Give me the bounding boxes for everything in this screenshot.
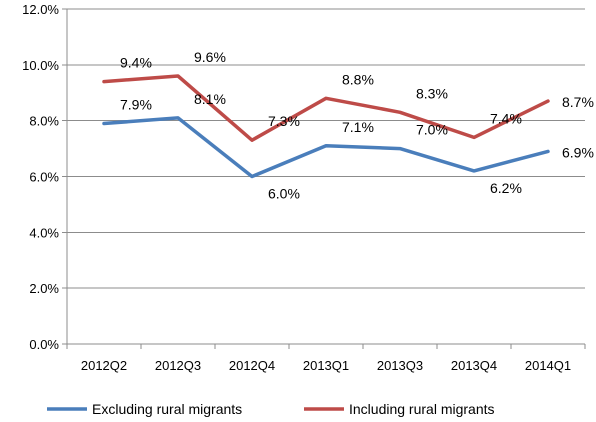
x-tick-label: 2012Q2 [81,358,127,373]
legend-label: Excluding rural migrants [92,401,242,417]
data-label: 9.4% [120,55,152,71]
data-labels: 7.9% 8.1% 6.0% 7.1% 7.0% 6.2% 6.9% 9.4% 9.6% 7.3%… [120,49,594,202]
data-label: 6.2% [490,180,522,196]
x-axis-ticks: 2012Q2 2012Q3 2012Q4 2013Q1 2013Q3 2013Q4 2014… [66,344,586,373]
data-label: 7.9% [120,96,152,112]
data-label: 7.3% [268,113,300,129]
legend: Excluding rural migrants Including rural … [47,401,495,417]
y-tick-label: 4.0% [29,225,59,240]
data-label: 7.0% [416,122,448,138]
data-label: 7.4% [490,110,522,126]
y-tick-label: 8.0% [29,114,59,129]
data-label: 9.6% [194,49,226,65]
y-tick-label: 6.0% [29,170,59,185]
data-label: 8.7% [562,94,594,110]
data-label: 8.3% [416,85,448,101]
y-tick-label: 0.0% [29,337,59,352]
y-tick-label: 12.0% [22,2,59,17]
series-line-including-rural-migrants [102,74,550,142]
data-label: 8.8% [342,71,374,87]
series-line-excluding-rural-migrants [102,116,550,179]
x-tick-label: 2013Q1 [303,358,349,373]
data-label: 8.1% [194,91,226,107]
data-label: 7.1% [342,119,374,135]
data-label: 6.9% [562,144,594,160]
data-label: 6.0% [268,186,300,202]
y-tick-label: 2.0% [29,281,59,296]
x-tick-label: 2012Q3 [155,358,201,373]
x-tick-label: 2014Q1 [525,358,571,373]
x-tick-label: 2013Q3 [377,358,423,373]
x-tick-label: 2012Q4 [229,358,275,373]
y-axis-ticks: 0.0% 2.0% 4.0% 6.0% 8.0% 10.0% 12.0% [22,2,67,352]
series-lines [102,74,550,179]
legend-label: Including rural migrants [349,401,495,417]
y-tick-label: 10.0% [22,58,59,73]
x-tick-label: 2013Q4 [451,358,497,373]
